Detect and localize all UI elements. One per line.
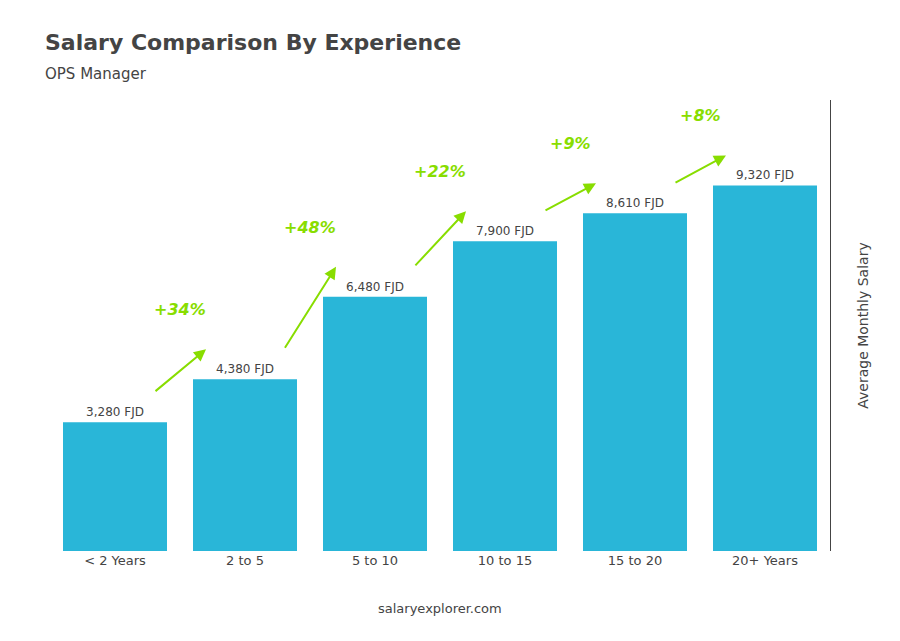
svg-text:6,480 FJD: 6,480 FJD [346, 280, 404, 294]
svg-text:9,320 FJD: 9,320 FJD [736, 168, 794, 182]
svg-text:+9%: +9% [550, 134, 591, 153]
svg-text:20+ Years: 20+ Years [732, 553, 798, 568]
svg-text:4,380 FJD: 4,380 FJD [216, 362, 274, 376]
svg-text:+22%: +22% [414, 162, 466, 181]
svg-text:2 to 5: 2 to 5 [226, 553, 264, 568]
svg-text:Salary Comparison By Experienc: Salary Comparison By Experience [45, 30, 461, 55]
svg-text:+48%: +48% [284, 218, 336, 237]
svg-text:+8%: +8% [680, 106, 721, 125]
svg-text:+34%: +34% [154, 300, 206, 319]
svg-text:Average Monthly Salary: Average Monthly Salary [855, 242, 871, 408]
svg-text:salaryexplorer.com: salaryexplorer.com [378, 601, 502, 616]
svg-text:3,280 FJD: 3,280 FJD [86, 405, 144, 419]
svg-text:7,900 FJD: 7,900 FJD [476, 224, 534, 238]
svg-text:< 2 Years: < 2 Years [84, 553, 146, 568]
svg-text:10 to 15: 10 to 15 [478, 553, 532, 568]
svg-text:5 to 10: 5 to 10 [352, 553, 398, 568]
svg-text:8,610 FJD: 8,610 FJD [606, 196, 664, 210]
svg-text:OPS Manager: OPS Manager [45, 65, 147, 83]
svg-text:15 to 20: 15 to 20 [608, 553, 662, 568]
